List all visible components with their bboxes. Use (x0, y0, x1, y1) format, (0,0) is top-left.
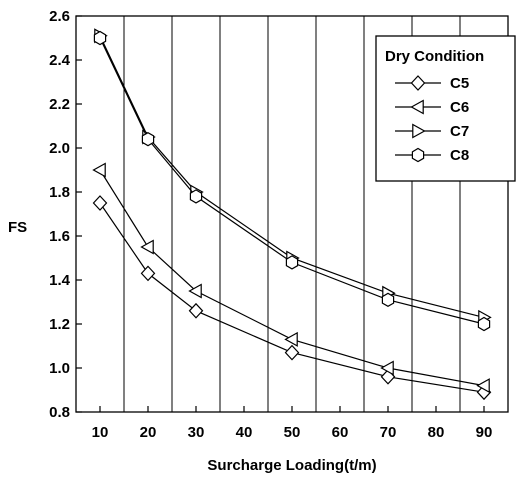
series-line-c5 (99, 202, 485, 393)
x-tick-label: 40 (236, 424, 253, 441)
data-point-c8 (141, 132, 155, 147)
x-tick-label: 10 (92, 424, 109, 441)
series-group (92, 28, 492, 401)
series-line-c7 (99, 35, 485, 318)
x-tick-label: 90 (476, 424, 493, 441)
legend-marker-c6 (410, 99, 424, 115)
axis-ticks: 10 20 30 40 50 60 70 80 90 0.8 1.0 1.2 1.4 1.6 1.8 2.0 2… (49, 8, 492, 441)
y-tick-label: 1.0 (49, 360, 70, 377)
x-tick-label: 50 (284, 424, 301, 441)
y-tick-label: 2.0 (49, 140, 70, 157)
y-tick-label: 2.4 (49, 52, 71, 69)
x-tick-label: 30 (188, 424, 205, 441)
data-point-c5 (284, 344, 300, 361)
legend-marker-c5 (410, 75, 426, 91)
legend-items: C5 C6 C7 C8 (395, 75, 469, 164)
y-tick-label: 2.2 (49, 96, 70, 113)
data-point-c8 (93, 30, 107, 46)
data-point-c8 (477, 316, 491, 332)
legend: Dry Condition C5 C6 C7 C8 (375, 35, 516, 182)
legend-title: Dry Condition (385, 48, 484, 65)
series-c8 (93, 30, 491, 332)
y-tick-label: 1.2 (49, 316, 70, 333)
legend-item-c8: C8 (395, 147, 469, 164)
data-point-c6 (476, 378, 490, 394)
legend-item-c6: C6 (395, 99, 469, 116)
data-point-c8 (381, 292, 395, 307)
series-line-c6 (99, 169, 485, 387)
y-tick-label: 2.6 (49, 8, 70, 25)
x-tick-label: 60 (332, 424, 349, 441)
y-tick-label: 0.8 (49, 404, 70, 421)
legend-label-c6: C6 (450, 99, 469, 116)
legend-label-c5: C5 (450, 75, 469, 92)
y-axis-label: FS (8, 219, 27, 236)
legend-label-c8: C8 (450, 147, 469, 164)
legend-marker-c7 (412, 123, 426, 139)
legend-box (375, 35, 516, 182)
data-point-c5 (92, 195, 108, 211)
series-line-c8 (99, 37, 485, 325)
x-axis-label: Surcharge Loading(t/m) (207, 457, 376, 474)
data-point-c6 (380, 360, 394, 376)
data-point-c8 (285, 255, 299, 270)
y-tick-label: 1.6 (49, 228, 70, 245)
legend-label-c7: C7 (450, 123, 469, 140)
data-point-c6 (188, 283, 202, 299)
x-tick-label: 20 (140, 424, 157, 441)
data-point-c6 (284, 331, 298, 347)
legend-item-c7: C7 (395, 123, 469, 140)
series-c5 (92, 195, 492, 401)
y-tick-label: 1.8 (49, 184, 70, 201)
data-point-c8 (189, 189, 203, 204)
x-tick-label: 80 (428, 424, 445, 441)
data-point-c5 (188, 302, 204, 319)
series-c6 (92, 162, 490, 394)
x-tick-label: 70 (380, 424, 397, 441)
data-point-c5 (140, 265, 156, 282)
legend-item-c5: C5 (395, 75, 469, 92)
data-point-c6 (92, 162, 106, 178)
legend-marker-c8 (411, 147, 425, 163)
data-point-c6 (140, 239, 154, 255)
y-tick-label: 1.4 (49, 272, 71, 289)
